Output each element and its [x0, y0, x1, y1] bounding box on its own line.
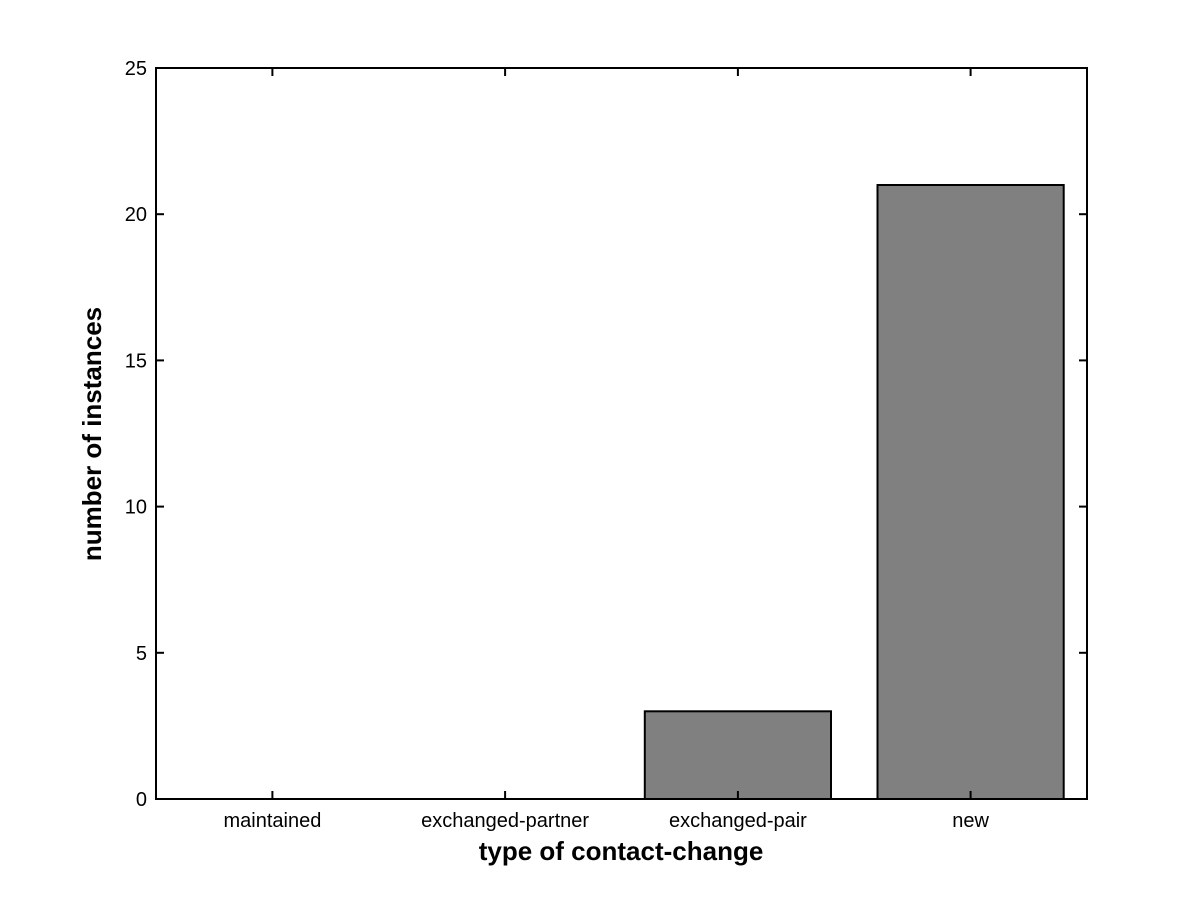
bars-group [643, 184, 1065, 800]
y-axis-label: number of instances [77, 307, 107, 561]
x-tick-label: exchanged-partner [421, 810, 589, 832]
x-tick-label: maintained [223, 810, 321, 832]
axes-group [155, 67, 1088, 800]
x-axis-label: type of contact-change [479, 836, 764, 866]
y-tick-label: 0 [136, 789, 147, 811]
x-tick-label: exchanged-pair [669, 810, 807, 832]
y-tick-label: 5 [136, 643, 147, 665]
y-tick-label: 15 [125, 350, 147, 372]
y-tick-label: 20 [125, 204, 147, 226]
bar-exchanged-pair [643, 710, 832, 800]
plot-box [155, 67, 1088, 800]
y-tick-label: 25 [125, 58, 147, 80]
x-tick-label: new [952, 810, 989, 832]
tick-labels-group: 0 5 10 15 20 25 maintained exchanged-partner exc… [125, 58, 990, 832]
bar-new [876, 184, 1065, 800]
y-tick-label: 10 [125, 497, 147, 519]
